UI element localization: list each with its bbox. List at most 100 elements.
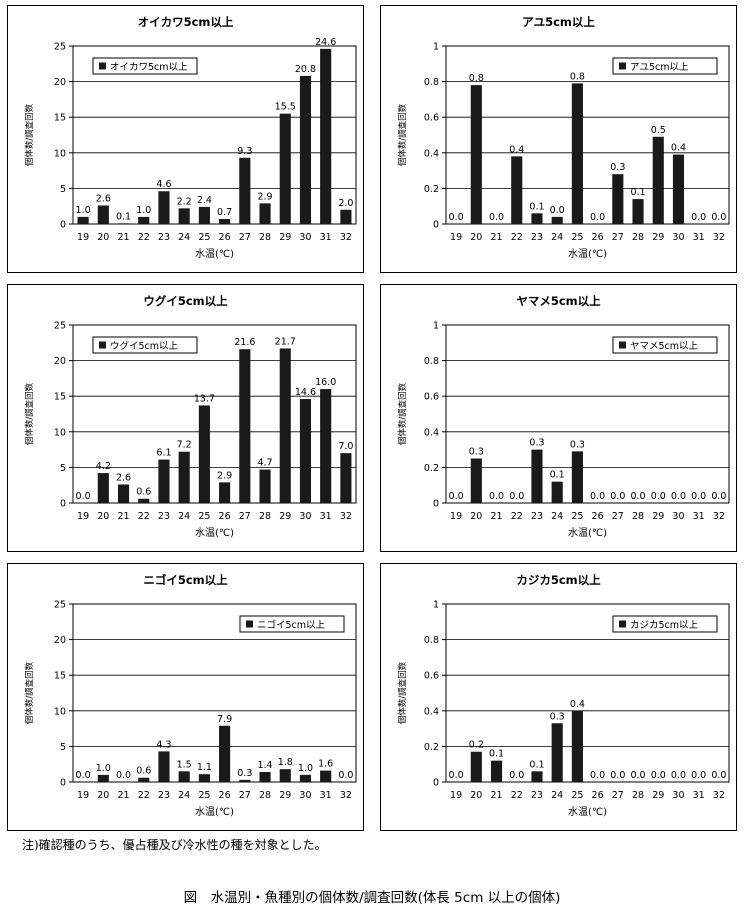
x-tick-label: 30 <box>672 511 684 522</box>
data-label: 15.5 <box>275 102 296 113</box>
legend: ヤマメ5cm以上 <box>612 336 718 354</box>
x-tick-label: 27 <box>612 232 624 243</box>
x-tick-label: 29 <box>652 232 664 243</box>
x-tick-label: 29 <box>652 790 664 801</box>
bar <box>158 459 170 503</box>
chart-panel-5: ニゴイ5cm以上 0 5 10 15 20 25 個体数/調査回数 19 0.0 20 1.0 21 0.… <box>7 563 364 831</box>
data-label: 2.9 <box>217 470 232 481</box>
y-axis-label: 個体数/調査回数 <box>24 382 35 445</box>
data-label: 0.0 <box>671 770 686 781</box>
data-label: 2.6 <box>116 472 131 483</box>
x-tick-label: 32 <box>713 790 725 801</box>
y-axis-label: 個体数/調査回数 <box>24 661 35 724</box>
bar <box>531 213 543 224</box>
legend-swatch <box>99 341 106 349</box>
chart-panel-1: オイカワ5cm以上 0 5 10 15 20 25 個体数/調査回数 19 1.0 20 2.6 21 0… <box>7 5 364 273</box>
x-tick-label: 25 <box>198 790 210 801</box>
bar <box>470 458 482 503</box>
data-label: 0.1 <box>529 201 544 212</box>
data-label: 0.0 <box>590 491 605 502</box>
y-tick-label: 5 <box>60 463 66 474</box>
x-tick-label: 21 <box>490 511 502 522</box>
data-label: 6.1 <box>156 448 171 459</box>
chart-svg: カジカ5cm以上 0 0.2 0.4 0.6 0.8 1 個体数/調査回数 19 0.0 20 0.2… <box>397 573 730 818</box>
data-label: 2.9 <box>257 191 272 202</box>
x-tick-label: 28 <box>259 790 271 801</box>
y-tick-label: 20 <box>54 77 66 88</box>
x-tick-label: 26 <box>592 232 604 243</box>
data-label: 21.7 <box>275 336 296 347</box>
data-label: 0.0 <box>590 212 605 223</box>
y-tick-label: 0.8 <box>424 635 439 646</box>
x-tick-label: 21 <box>117 790 129 801</box>
bar <box>239 779 251 782</box>
data-label: 2.4 <box>197 195 212 206</box>
x-axis-label: 水温(℃) <box>195 806 234 818</box>
chart-title: ニゴイ5cm以上 <box>143 573 228 587</box>
x-axis-label: 水温(℃) <box>195 527 234 539</box>
y-tick-label: 0 <box>60 499 66 510</box>
bar <box>97 774 109 782</box>
y-tick-label: 25 <box>54 321 66 332</box>
chart-panel-2: アユ5cm以上 0 0.2 0.4 0.6 0.8 1 個体数/調査回数 19 0.0 20 0.8 2… <box>380 5 737 273</box>
x-tick-label: 21 <box>490 232 502 243</box>
x-tick-label: 23 <box>531 232 543 243</box>
chart-title: アユ5cm以上 <box>522 15 595 29</box>
x-axis-label: 水温(℃) <box>568 527 607 539</box>
x-tick-label: 20 <box>470 790 482 801</box>
data-label: 0.2 <box>469 740 484 751</box>
data-label: 0.0 <box>338 770 353 781</box>
x-tick-label: 20 <box>97 511 109 522</box>
data-label: 0.3 <box>550 711 565 722</box>
chart-panel-6: カジカ5cm以上 0 0.2 0.4 0.6 0.8 1 個体数/調査回数 19 0.0 20 0.2… <box>380 563 737 831</box>
y-tick-label: 0.6 <box>424 671 439 682</box>
x-tick-label: 32 <box>340 790 352 801</box>
bar <box>299 399 312 503</box>
y-tick-label: 20 <box>54 356 66 367</box>
legend: オイカワ5cm以上 <box>92 57 198 75</box>
data-label: 1.6 <box>318 759 333 770</box>
x-tick-label: 30 <box>672 790 684 801</box>
bar <box>571 710 583 782</box>
bar <box>652 136 664 224</box>
x-tick-label: 32 <box>713 232 725 243</box>
chart-title: ヤマメ5cm以上 <box>516 294 601 308</box>
bar <box>490 760 503 782</box>
bar <box>198 774 210 782</box>
x-tick-label: 20 <box>97 232 109 243</box>
bar <box>632 199 644 224</box>
y-tick-label: 15 <box>54 392 66 403</box>
data-label: 0.3 <box>237 768 252 779</box>
bar <box>320 389 332 503</box>
x-tick-label: 27 <box>612 790 624 801</box>
x-tick-label: 23 <box>158 790 170 801</box>
data-label: 4.3 <box>156 739 171 750</box>
y-tick-label: 5 <box>60 742 66 753</box>
x-tick-label: 24 <box>178 232 190 243</box>
x-tick-label: 28 <box>632 511 644 522</box>
y-tick-label: 15 <box>54 113 66 124</box>
bar <box>178 771 190 782</box>
x-tick-label: 23 <box>531 511 543 522</box>
bar <box>219 482 231 503</box>
x-tick-label: 19 <box>450 511 462 522</box>
x-tick-label: 30 <box>299 511 311 522</box>
data-label: 0.0 <box>711 770 726 781</box>
data-label: 1.0 <box>96 763 111 774</box>
data-label: 9.3 <box>237 146 252 157</box>
x-tick-label: 19 <box>450 790 462 801</box>
x-tick-label: 26 <box>592 511 604 522</box>
bar <box>77 216 89 224</box>
data-label: 4.7 <box>257 458 272 469</box>
data-label: 0.0 <box>691 491 706 502</box>
x-tick-label: 19 <box>77 511 89 522</box>
y-tick-label: 0 <box>60 220 66 231</box>
bar <box>259 203 271 224</box>
bar <box>299 774 312 782</box>
bar <box>117 223 130 224</box>
x-tick-label: 31 <box>693 790 705 801</box>
x-tick-label: 24 <box>551 232 563 243</box>
data-label: 0.0 <box>691 212 706 223</box>
x-tick-label: 21 <box>117 511 129 522</box>
x-tick-label: 27 <box>239 790 251 801</box>
